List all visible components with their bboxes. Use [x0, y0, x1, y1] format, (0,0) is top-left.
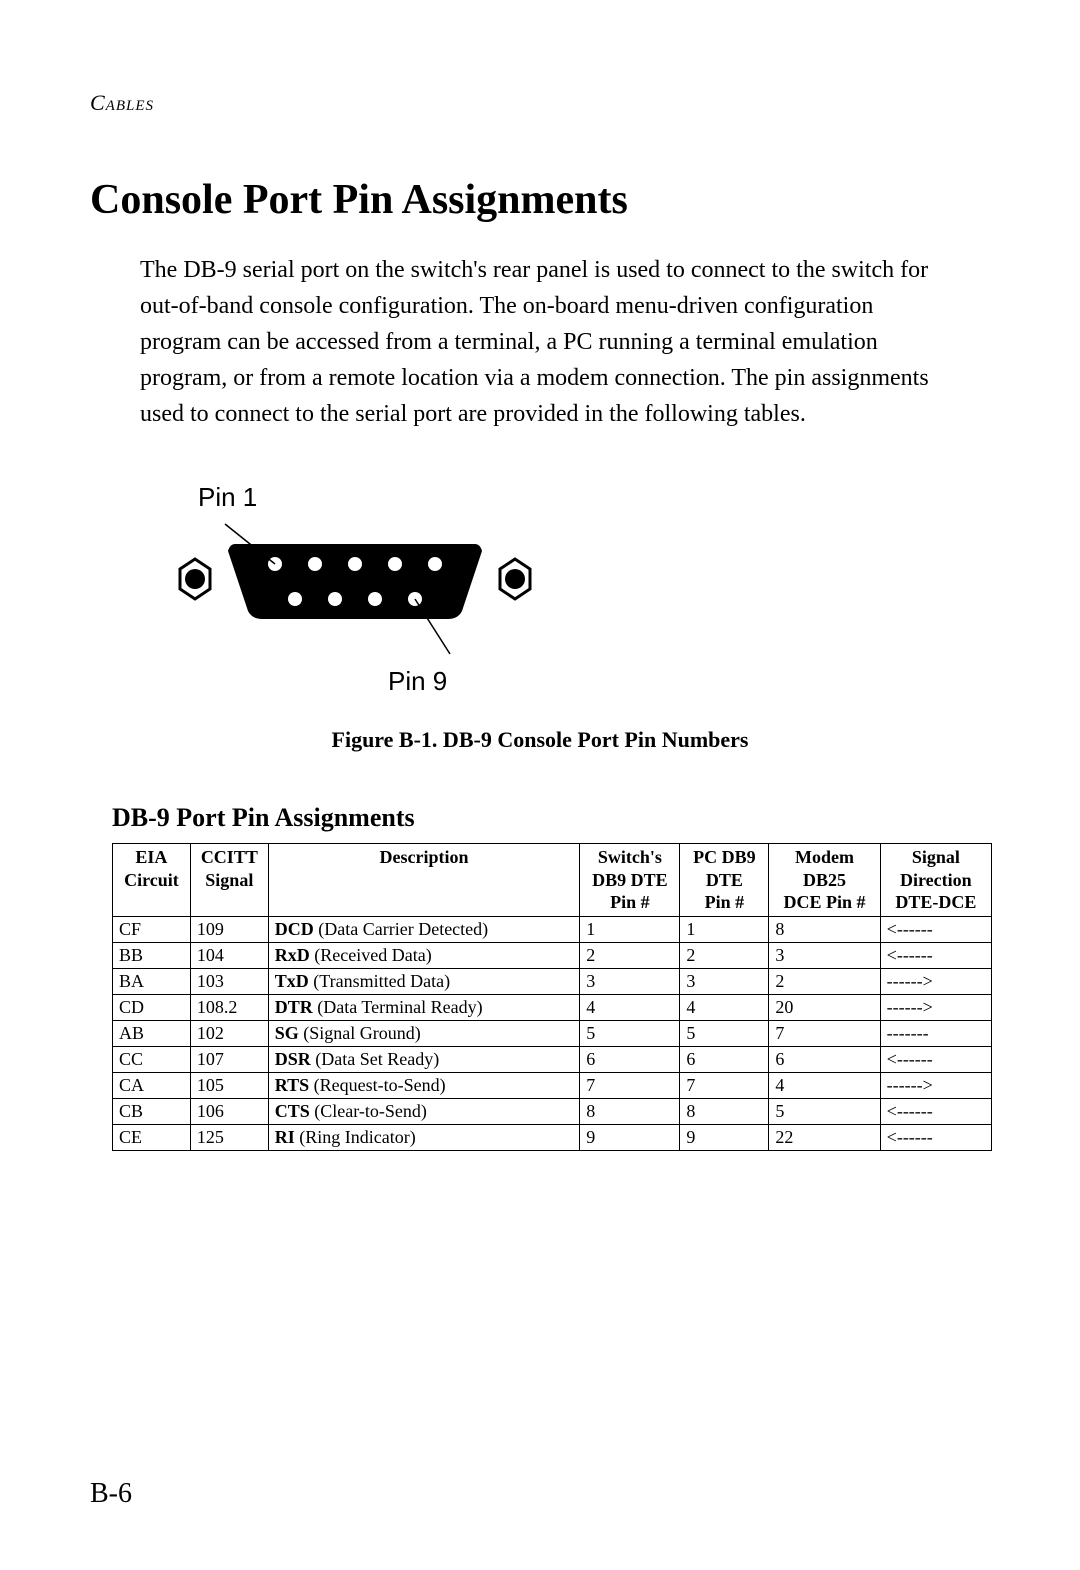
table-cell: 3	[680, 968, 769, 994]
table-row: BB104RxD (Received Data)223<------	[113, 942, 992, 968]
table-cell: <------	[880, 942, 991, 968]
table-cell: 4	[680, 994, 769, 1020]
table-cell: 3	[769, 942, 880, 968]
table-cell: ------>	[880, 994, 991, 1020]
pin9-label: Pin 9	[388, 666, 990, 697]
table-cell: ------>	[880, 1072, 991, 1098]
table-cell: 1	[580, 916, 680, 942]
table-header-cell: CCITTSignal	[190, 844, 268, 917]
page-title: Console Port Pin Assignments	[90, 176, 990, 224]
table-cell: AB	[113, 1020, 191, 1046]
table-cell: DSR (Data Set Ready)	[268, 1046, 580, 1072]
table-cell: BA	[113, 968, 191, 994]
table-header-cell: Switch'sDB9 DTEPin #	[580, 844, 680, 917]
table-cell: 5	[680, 1020, 769, 1046]
page-number: B-6	[90, 1478, 132, 1510]
table-cell: <------	[880, 1098, 991, 1124]
db9-figure: Pin 1 Pin 9	[150, 482, 990, 697]
table-row: CE125RI (Ring Indicator)9922<------	[113, 1124, 992, 1150]
table-cell: CE	[113, 1124, 191, 1150]
table-cell: CD	[113, 994, 191, 1020]
pin1-label: Pin 1	[198, 482, 990, 513]
table-cell: RTS (Request-to-Send)	[268, 1072, 580, 1098]
table-cell: 8	[680, 1098, 769, 1124]
table-cell: 105	[190, 1072, 268, 1098]
table-cell: SG (Signal Ground)	[268, 1020, 580, 1046]
table-cell: <------	[880, 1046, 991, 1072]
table-cell: 9	[680, 1124, 769, 1150]
section-header: Cables	[90, 90, 990, 116]
table-cell: 8	[580, 1098, 680, 1124]
table-row: CD108.2DTR (Data Terminal Ready)4420----…	[113, 994, 992, 1020]
table-cell: ------>	[880, 968, 991, 994]
table-cell: 1	[680, 916, 769, 942]
figure-caption: Figure B-1. DB-9 Console Port Pin Number…	[90, 727, 990, 753]
table-cell: 4	[769, 1072, 880, 1098]
table-cell: RxD (Received Data)	[268, 942, 580, 968]
table-cell: TxD (Transmitted Data)	[268, 968, 580, 994]
table-cell: CA	[113, 1072, 191, 1098]
table-cell: 6	[580, 1046, 680, 1072]
table-cell: CC	[113, 1046, 191, 1072]
table-cell: 104	[190, 942, 268, 968]
table-cell: CF	[113, 916, 191, 942]
table-cell: 125	[190, 1124, 268, 1150]
table-header-cell: Description	[268, 844, 580, 917]
table-header-cell: SignalDirectionDTE-DCE	[880, 844, 991, 917]
table-cell: 2	[680, 942, 769, 968]
subsection-title: DB-9 Port Pin Assignments	[112, 803, 990, 833]
table-cell: CB	[113, 1098, 191, 1124]
table-cell: 6	[769, 1046, 880, 1072]
table-row: CC107DSR (Data Set Ready)666<------	[113, 1046, 992, 1072]
table-cell: 109	[190, 916, 268, 942]
table-cell: 22	[769, 1124, 880, 1150]
table-row: CF109DCD (Data Carrier Detected)118<----…	[113, 916, 992, 942]
table-cell: DCD (Data Carrier Detected)	[268, 916, 580, 942]
pin-assignment-table: EIACircuitCCITTSignalDescriptionSwitch's…	[112, 843, 992, 1151]
table-cell: 7	[680, 1072, 769, 1098]
table-cell: 8	[769, 916, 880, 942]
table-cell: 6	[680, 1046, 769, 1072]
table-cell: 102	[190, 1020, 268, 1046]
table-cell: <------	[880, 1124, 991, 1150]
table-row: AB102SG (Signal Ground)557-------	[113, 1020, 992, 1046]
table-cell: 7	[769, 1020, 880, 1046]
table-cell: 20	[769, 994, 880, 1020]
table-cell: BB	[113, 942, 191, 968]
table-row: CA105RTS (Request-to-Send)774------>	[113, 1072, 992, 1098]
intro-paragraph: The DB-9 serial port on the switch's rea…	[140, 252, 940, 432]
table-cell: <------	[880, 916, 991, 942]
table-cell: DTR (Data Terminal Ready)	[268, 994, 580, 1020]
table-cell: RI (Ring Indicator)	[268, 1124, 580, 1150]
table-cell: 4	[580, 994, 680, 1020]
table-row: BA103TxD (Transmitted Data)332------>	[113, 968, 992, 994]
table-cell: 106	[190, 1098, 268, 1124]
table-cell: 107	[190, 1046, 268, 1072]
table-cell: CTS (Clear-to-Send)	[268, 1098, 580, 1124]
table-cell: 3	[580, 968, 680, 994]
table-header-cell: EIACircuit	[113, 844, 191, 917]
table-cell: 2	[769, 968, 880, 994]
table-cell: 7	[580, 1072, 680, 1098]
table-cell: 103	[190, 968, 268, 994]
table-cell: 5	[580, 1020, 680, 1046]
table-header-cell: PC DB9DTEPin #	[680, 844, 769, 917]
table-cell: -------	[880, 1020, 991, 1046]
table-cell: 108.2	[190, 994, 268, 1020]
table-cell: 9	[580, 1124, 680, 1150]
table-cell: 5	[769, 1098, 880, 1124]
table-row: CB106CTS (Clear-to-Send)885<------	[113, 1098, 992, 1124]
table-cell: 2	[580, 942, 680, 968]
db9-connector-diagram	[150, 519, 570, 659]
table-header-cell: ModemDB25DCE Pin #	[769, 844, 880, 917]
table-header-row: EIACircuitCCITTSignalDescriptionSwitch's…	[113, 844, 992, 917]
